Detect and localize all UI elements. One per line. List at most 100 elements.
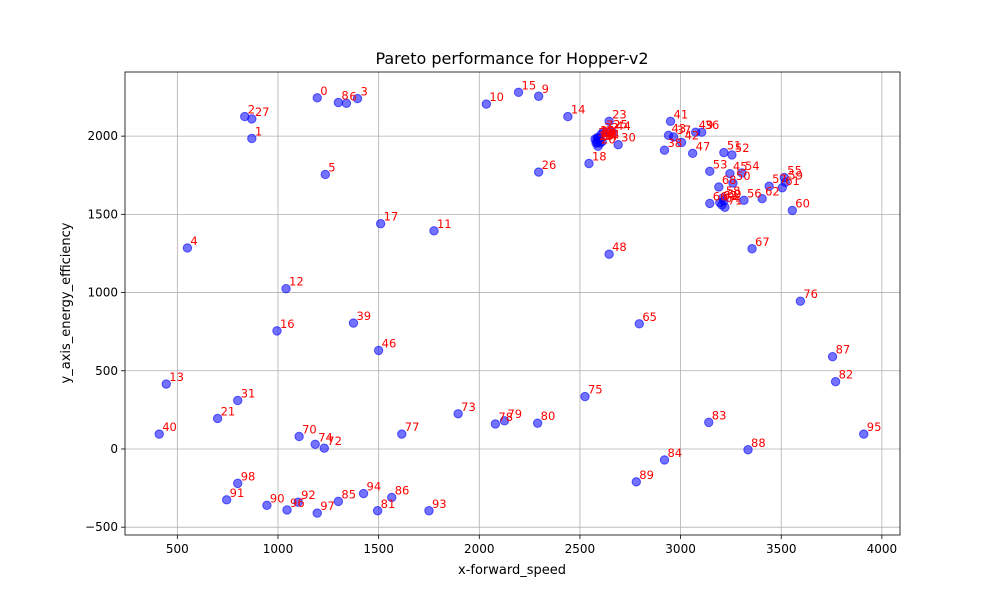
point-label: 67	[755, 235, 770, 249]
point-label: 86	[395, 483, 410, 497]
y-tick-label: 1000	[87, 286, 118, 300]
data-point	[358, 488, 369, 499]
data-point	[282, 505, 292, 515]
data-point	[312, 93, 322, 103]
point-label: 88	[751, 436, 766, 450]
point-label: 33	[598, 125, 613, 139]
point-label: 95	[867, 420, 882, 434]
point-label: 81	[381, 497, 396, 511]
data-point	[221, 495, 232, 505]
data-point	[373, 345, 384, 356]
point-label: 36	[705, 118, 720, 132]
data-point	[676, 137, 687, 148]
data-points	[154, 87, 869, 518]
point-label: 80	[541, 409, 556, 423]
point-label: 39	[356, 309, 371, 323]
plot-area-frame	[124, 71, 901, 536]
data-point	[777, 183, 787, 193]
point-label: 85	[341, 487, 356, 501]
point-label: 47	[696, 139, 711, 153]
data-point	[372, 506, 383, 516]
data-point	[687, 148, 698, 159]
point-label: 38	[667, 136, 682, 150]
data-point	[720, 202, 730, 213]
point-label: 49	[699, 118, 714, 132]
data-point	[580, 391, 590, 402]
point-label: 62	[765, 185, 780, 199]
point-label: 59	[788, 168, 803, 182]
data-point	[728, 178, 738, 188]
x-tick-label: 3500	[766, 542, 797, 556]
point-label: 68	[722, 173, 737, 187]
data-point	[747, 244, 757, 254]
data-point	[757, 193, 767, 204]
point-label: 96	[290, 496, 305, 510]
data-point	[294, 431, 304, 442]
point-label: 27	[255, 105, 270, 119]
x-axis-ticks: 500 1000 1500 2000 2500 3000 3500 4000	[166, 535, 897, 556]
point-label: 37	[677, 123, 692, 137]
point-label: 29	[599, 129, 614, 143]
x-axis-label: x-forward_speed	[458, 563, 566, 578]
data-point	[743, 445, 753, 455]
point-label: 78	[498, 410, 513, 424]
point-label: 93	[432, 497, 447, 511]
point-label: 50	[736, 169, 751, 183]
data-point	[320, 169, 330, 180]
point-label: 90	[270, 491, 285, 505]
point-label: 61	[785, 174, 800, 188]
data-point	[665, 116, 676, 126]
point-label: 3	[361, 85, 368, 99]
point-label: 72	[327, 434, 342, 448]
data-point	[161, 379, 171, 389]
point-label: 71	[728, 193, 743, 207]
point-label: 13	[169, 370, 184, 384]
point-label: 41	[674, 107, 689, 121]
x-tick-label: 1000	[263, 542, 294, 556]
data-point	[429, 226, 439, 236]
data-point	[333, 97, 344, 108]
data-point	[563, 111, 573, 122]
point-label: 40	[162, 420, 177, 434]
data-point	[319, 443, 329, 453]
data-point	[739, 195, 749, 205]
point-label: 98	[241, 469, 256, 483]
data-point	[499, 416, 510, 426]
point-label: 2	[248, 103, 255, 117]
data-point	[310, 439, 320, 449]
point-label: 73	[461, 400, 476, 414]
x-tick-label: 1500	[363, 542, 394, 556]
point-label: 92	[301, 488, 316, 502]
point-label: 34	[603, 129, 618, 143]
data-point	[613, 140, 623, 150]
data-point	[272, 326, 282, 336]
y-tick-label: 0	[110, 442, 118, 456]
data-point	[584, 158, 594, 169]
point-label: 56	[747, 186, 762, 200]
point-label: 76	[803, 287, 818, 301]
data-point	[795, 296, 806, 306]
chart-title: Pareto performance for Hopper-v2	[375, 49, 648, 68]
data-point	[233, 395, 243, 406]
point-label: 6	[349, 89, 356, 103]
data-point	[830, 377, 841, 387]
point-label: 20	[601, 132, 616, 146]
point-label: 54	[745, 159, 760, 173]
point-label: 30	[621, 131, 636, 145]
data-point	[312, 508, 322, 518]
data-point	[604, 116, 614, 126]
point-label: 43	[672, 121, 687, 135]
point-label: 1	[255, 124, 262, 138]
data-point	[513, 87, 524, 98]
point-label: 31	[241, 386, 256, 400]
point-label: 53	[713, 157, 728, 171]
data-point	[663, 130, 674, 141]
point-label: 52	[735, 141, 750, 155]
data-point	[453, 409, 463, 419]
y-axis-ticks: −500 0 500 1000 1500 2000	[85, 129, 125, 534]
point-label: 14	[571, 103, 586, 117]
point-label: 69	[727, 187, 742, 201]
data-point	[592, 132, 602, 143]
point-label: 84	[667, 446, 682, 460]
